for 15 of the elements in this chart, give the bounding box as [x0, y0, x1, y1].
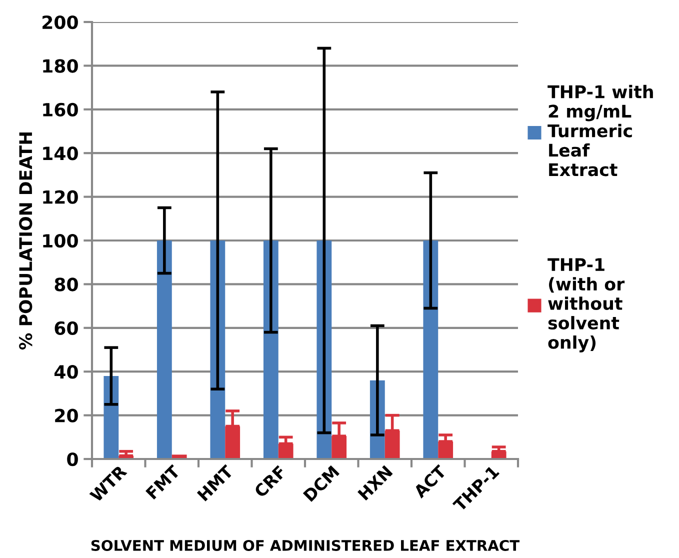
y-tick-label: 0: [67, 452, 78, 466]
x-axis-title: SOLVENT MEDIUM OF ADMINISTERED LEAF EXTRACT: [91, 540, 520, 551]
y-tick-label: 200: [42, 15, 78, 30]
y-tick-label: 40: [54, 365, 78, 379]
y-tick-label: 80: [54, 278, 78, 292]
y-tick-label: 180: [43, 59, 78, 73]
y-tick-label: 20: [55, 408, 78, 422]
y-axis-title: % POPULATION DEATH: [19, 132, 32, 350]
legend-label: THP-1 (with or without solvent only): [548, 258, 625, 352]
y-tick-label: 60: [54, 321, 78, 336]
y-tick-label: 120: [43, 190, 78, 204]
y-tick-label: 100: [43, 234, 78, 248]
y-tick-label: 140: [43, 146, 78, 160]
legend-label: THP-1 with 2 mg/mL Turmeric Leaf Extract: [548, 84, 653, 176]
y-tick-label: 160: [43, 102, 78, 117]
